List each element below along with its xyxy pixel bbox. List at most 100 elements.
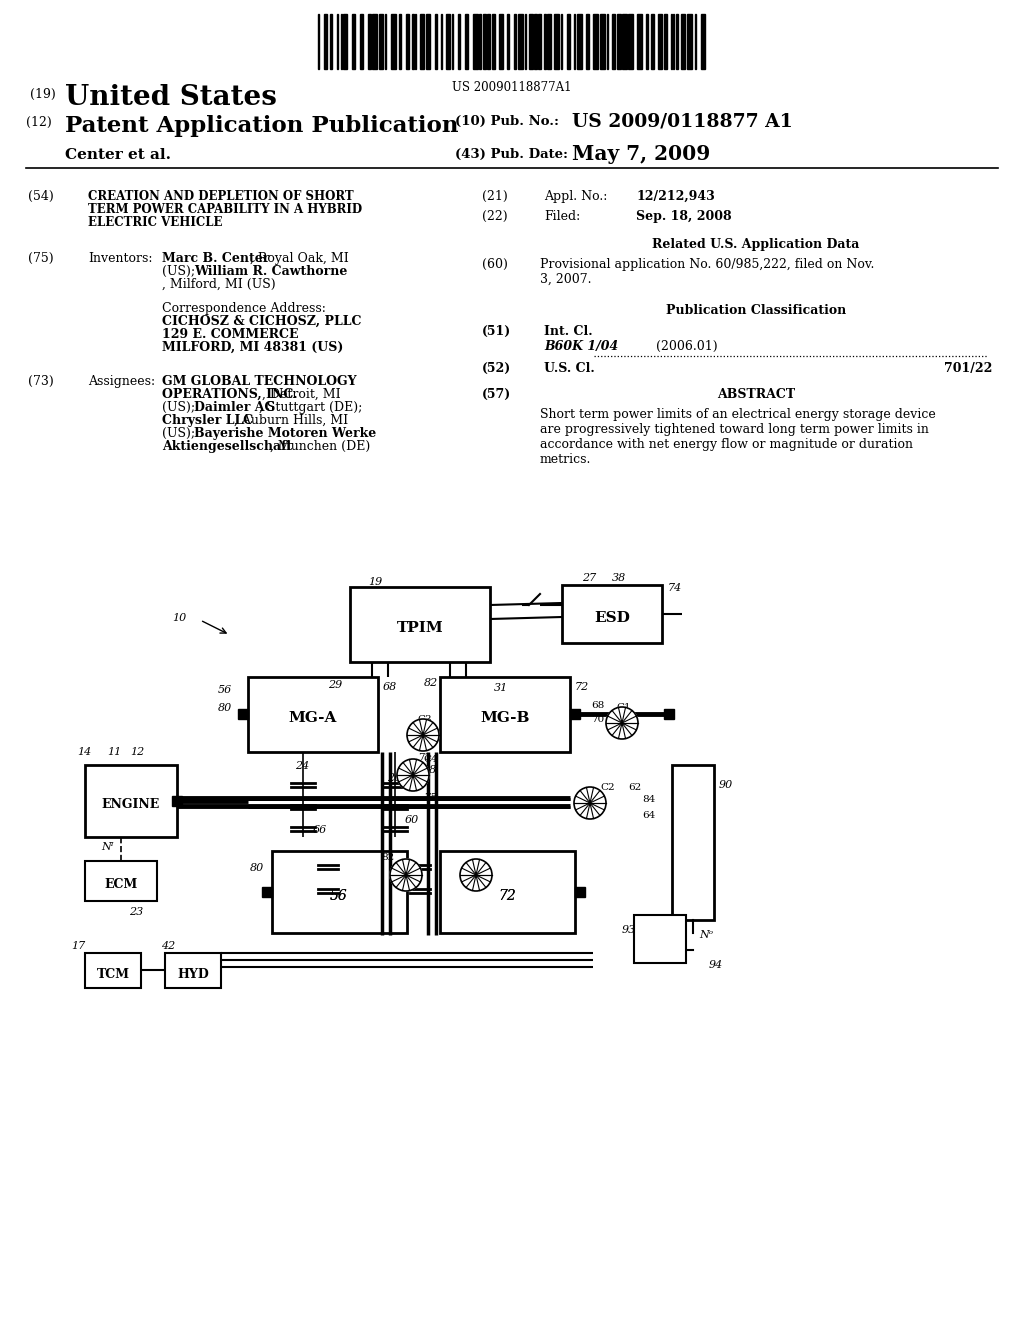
Text: Sep. 18, 2008: Sep. 18, 2008: [636, 210, 731, 223]
Text: 72: 72: [498, 888, 516, 903]
Text: 66: 66: [313, 825, 328, 836]
Text: (US);: (US);: [162, 401, 199, 414]
Text: Nᴵ: Nᴵ: [101, 842, 114, 851]
Text: (57): (57): [482, 388, 511, 401]
Bar: [440, 677, 570, 752]
Text: TPIM: TPIM: [396, 620, 443, 635]
Text: , Munchen (DE): , Munchen (DE): [270, 440, 371, 453]
Text: ABSTRACT: ABSTRACT: [717, 388, 795, 401]
Bar: [262, 887, 272, 898]
Text: 68: 68: [383, 682, 397, 692]
Bar: [518, 15, 523, 69]
Text: 701/22: 701/22: [944, 362, 992, 375]
Text: 28: 28: [422, 766, 436, 775]
Text: 72: 72: [575, 682, 589, 692]
Bar: [637, 15, 642, 69]
Bar: [587, 15, 589, 69]
Text: Appl. No.:: Appl. No.:: [544, 190, 607, 203]
Bar: [351, 15, 355, 69]
Bar: [681, 15, 685, 69]
Bar: [544, 15, 546, 69]
Bar: [385, 15, 386, 69]
Bar: [172, 796, 182, 807]
Text: 56: 56: [330, 888, 348, 903]
Text: U.S. Cl.: U.S. Cl.: [544, 362, 595, 375]
Text: 80: 80: [250, 863, 264, 873]
Text: C2: C2: [601, 783, 615, 792]
Text: TERM POWER CAPABILITY IN A HYBRID: TERM POWER CAPABILITY IN A HYBRID: [88, 203, 362, 216]
Bar: [165, 953, 221, 987]
Text: 23: 23: [129, 907, 143, 917]
Text: Provisional application No. 60/985,222, filed on Nov.
3, 2007.: Provisional application No. 60/985,222, …: [540, 257, 874, 286]
Text: (60): (60): [482, 257, 508, 271]
Text: 17: 17: [71, 941, 85, 950]
Bar: [440, 15, 441, 69]
Bar: [435, 15, 437, 69]
Bar: [623, 15, 627, 69]
Bar: [85, 766, 177, 837]
Bar: [664, 15, 668, 69]
Bar: [547, 15, 551, 69]
Bar: [616, 15, 622, 69]
Text: , Auburn Hills, MI: , Auburn Hills, MI: [234, 414, 348, 426]
Text: 31: 31: [494, 682, 508, 693]
Bar: [343, 15, 347, 69]
Text: 10: 10: [172, 612, 186, 623]
Text: Patent Application Publication: Patent Application Publication: [65, 115, 459, 137]
Text: 74: 74: [668, 583, 682, 593]
Bar: [350, 587, 490, 663]
Text: Short term power limits of an electrical energy storage device
are progressively: Short term power limits of an electrical…: [540, 408, 936, 466]
Bar: [391, 15, 395, 69]
Text: ELECTRIC VEHICLE: ELECTRIC VEHICLE: [88, 216, 222, 228]
Bar: [507, 15, 509, 69]
Text: 42: 42: [161, 941, 175, 950]
Text: (19): (19): [30, 88, 55, 102]
Bar: [578, 15, 582, 69]
Bar: [341, 15, 342, 69]
Text: US 20090118877A1: US 20090118877A1: [453, 81, 571, 94]
Text: 72: 72: [498, 888, 516, 903]
Text: William R. Cawthorne: William R. Cawthorne: [194, 265, 347, 279]
Text: CICHOSZ & CICHOSZ, PLLC: CICHOSZ & CICHOSZ, PLLC: [162, 315, 361, 327]
Bar: [628, 15, 633, 69]
Text: ESD: ESD: [594, 611, 630, 624]
Bar: [453, 15, 454, 69]
Text: HYD: HYD: [177, 968, 209, 981]
Text: (10) Pub. No.:: (10) Pub. No.:: [455, 115, 559, 128]
Text: (52): (52): [482, 362, 511, 375]
Text: Bayerishe Motoren Werke: Bayerishe Motoren Werke: [194, 426, 376, 440]
Circle shape: [460, 859, 492, 891]
Bar: [426, 15, 430, 69]
Text: C1: C1: [616, 704, 632, 711]
Bar: [570, 709, 580, 719]
Bar: [672, 766, 714, 920]
Circle shape: [397, 759, 429, 791]
Text: 68: 68: [591, 701, 604, 710]
Text: Assignees:: Assignees:: [88, 375, 155, 388]
Text: Center et al.: Center et al.: [65, 148, 171, 162]
Bar: [674, 15, 675, 69]
Text: (12): (12): [26, 116, 52, 129]
Text: (US);: (US);: [162, 265, 199, 279]
Text: , Stuttgart (DE);: , Stuttgart (DE);: [259, 401, 362, 414]
Text: , Detroit, MI: , Detroit, MI: [262, 388, 341, 401]
Bar: [406, 15, 410, 69]
Text: CREATION AND DEPLETION OF SHORT: CREATION AND DEPLETION OF SHORT: [88, 190, 353, 203]
Text: 62: 62: [628, 783, 641, 792]
Bar: [248, 677, 378, 752]
Bar: [373, 15, 377, 69]
Text: Aktiengesellschaft: Aktiengesellschaft: [162, 440, 292, 453]
Text: Publication Classification: Publication Classification: [666, 304, 846, 317]
Text: 129 E. COMMERCE: 129 E. COMMERCE: [162, 327, 299, 341]
Text: TCM: TCM: [96, 968, 129, 981]
Bar: [399, 15, 401, 69]
Bar: [492, 15, 495, 69]
Text: (21): (21): [482, 190, 508, 203]
Circle shape: [574, 787, 606, 818]
Text: 84: 84: [642, 795, 655, 804]
Text: (51): (51): [482, 325, 511, 338]
Text: 75: 75: [424, 793, 437, 803]
Bar: [368, 15, 372, 69]
Text: 12: 12: [130, 747, 144, 756]
Text: US 2009/0118877 A1: US 2009/0118877 A1: [572, 112, 793, 129]
